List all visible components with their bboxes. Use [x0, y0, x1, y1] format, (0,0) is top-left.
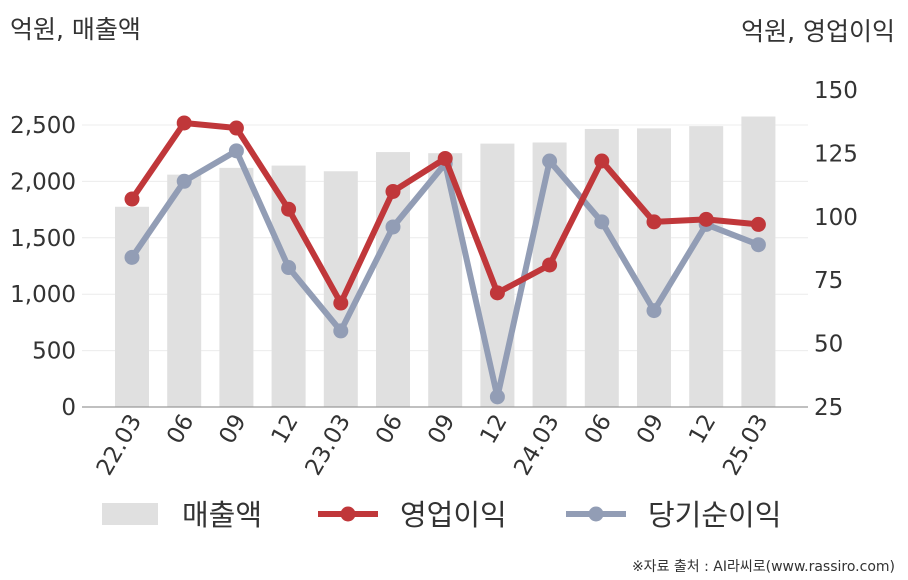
point-net-income-1: [176, 173, 192, 189]
x-tick-label: 06: [162, 410, 199, 448]
x-tick-label: 09: [214, 410, 251, 448]
bar-sales-8: [532, 142, 567, 407]
right-tick-label: 100: [814, 205, 858, 231]
x-tick-label: 25.03: [718, 410, 773, 480]
point-net-income-8: [542, 153, 558, 169]
x-tick-label: 12: [475, 410, 512, 448]
point-operating-profit-7: [489, 285, 505, 301]
bar-sales-7: [480, 143, 515, 407]
point-operating-profit-8: [542, 257, 558, 273]
point-net-income-5: [385, 219, 401, 235]
right-tick-label: 75: [814, 268, 843, 294]
bar-sales-12: [741, 116, 776, 407]
x-tick-label: 24.03: [509, 410, 564, 480]
left-tick-label: 2,000: [10, 169, 76, 195]
x-tick-label: 06: [580, 410, 617, 448]
right-tick-label: 150: [814, 78, 858, 104]
point-operating-profit-5: [385, 183, 401, 199]
right-axis-ticks: 25 50 75 100 125 150: [814, 78, 858, 421]
point-operating-profit-10: [646, 214, 662, 230]
legend-marker-net-income: [588, 506, 604, 522]
x-tick-label: 22.03: [92, 410, 147, 480]
bar-sales-11: [689, 126, 724, 408]
source-note: ※자료 출처 : AI라씨로(www.rassiro.com): [632, 559, 895, 575]
bar-sales-10: [637, 128, 671, 407]
x-tick-label: 23.03: [301, 410, 356, 480]
right-tick-label: 25: [814, 395, 843, 421]
point-operating-profit-4: [333, 295, 349, 311]
left-tick-label: 500: [32, 339, 76, 365]
point-operating-profit-1: [176, 115, 192, 131]
x-tick-label: 09: [423, 410, 460, 448]
legend-label-sales: 매출액: [182, 498, 262, 532]
line-series: [124, 115, 766, 405]
left-tick-label: 0: [61, 395, 76, 421]
x-tick-label: 09: [632, 410, 669, 448]
point-operating-profit-3: [281, 201, 297, 217]
legend-marker-operating-profit: [340, 506, 356, 522]
legend-label-net-income: 당기순이익: [648, 498, 781, 532]
x-tick-label: 12: [267, 410, 304, 448]
right-tick-label: 125: [814, 141, 858, 167]
bar-sales-1: [167, 174, 202, 407]
left-tick-label: 1,500: [10, 226, 76, 252]
point-operating-profit-9: [594, 153, 610, 169]
point-operating-profit-0: [124, 191, 140, 207]
bar-series-sales: [115, 116, 776, 408]
x-tick-label: 06: [371, 410, 408, 448]
point-net-income-10: [646, 303, 662, 319]
left-tick-label: 2,500: [10, 113, 76, 139]
point-net-income-2: [228, 143, 244, 159]
point-net-income-3: [281, 260, 297, 276]
point-net-income-12: [750, 237, 766, 253]
left-axis-title: 억원, 매출액: [10, 15, 141, 44]
right-tick-label: 50: [814, 332, 843, 358]
legend-label-operating-profit: 영업이익: [400, 498, 507, 532]
point-net-income-9: [594, 214, 610, 230]
x-tick-label: 12: [684, 410, 721, 448]
bar-sales-2: [219, 167, 254, 407]
point-net-income-4: [333, 323, 349, 339]
left-axis-ticks: 0 500 1,000 1,500 2,000 2,500: [10, 113, 76, 421]
left-tick-label: 1,000: [10, 282, 76, 308]
point-net-income-7: [489, 389, 505, 405]
point-operating-profit-6: [437, 150, 453, 166]
point-net-income-0: [124, 249, 140, 265]
legend-swatch-sales: [102, 503, 158, 525]
right-axis-title: 억원, 영업이익: [741, 17, 895, 46]
point-operating-profit-12: [750, 216, 766, 232]
legend: 매출액 영업이익 당기순이익: [102, 498, 781, 532]
bar-sales-4: [323, 171, 358, 407]
point-operating-profit-2: [228, 120, 244, 136]
point-operating-profit-11: [698, 211, 714, 227]
